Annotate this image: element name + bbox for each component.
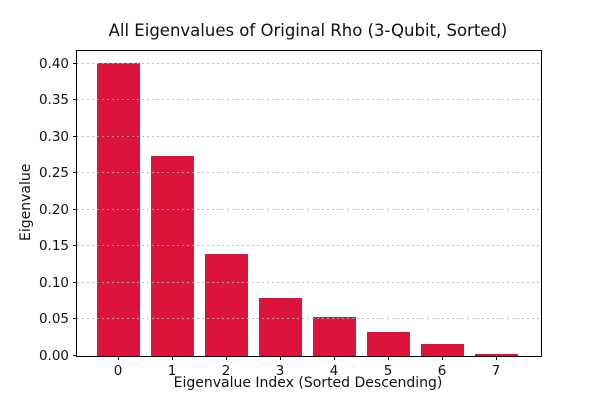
ticks-layer: 0 1 2 3 4 5 6 7 0.00 0.05 0.10 0.15 0.20 0.25 0.30 0.35…: [39, 51, 541, 379]
bar: [204, 254, 248, 356]
y-tick-label: 0.40: [38, 55, 69, 72]
x-tick-label: 5: [383, 363, 393, 379]
x-tick-mark: [280, 356, 282, 360]
x-tick-label: 2: [221, 363, 231, 379]
bar: [312, 316, 356, 356]
y-tick-mark: [73, 208, 77, 210]
bar: [258, 298, 302, 356]
y-tick-mark: [73, 318, 77, 320]
x-tick-mark: [334, 356, 336, 360]
x-tick-mark: [388, 356, 390, 360]
x-tick-mark: [226, 356, 228, 360]
y-tick-label: 0.25: [38, 165, 69, 182]
x-tick-mark: [118, 356, 120, 360]
y-tick-mark: [73, 245, 77, 247]
x-tick-label: 7: [491, 363, 501, 379]
x-tick-label: 4: [329, 363, 339, 379]
x-axis-label: Eigenvalue Index (Sorted Descending): [173, 375, 443, 391]
y-tick-label: 0.05: [38, 311, 69, 328]
y-axis-label: Eigenvalue: [18, 163, 34, 242]
y-tick-mark: [73, 99, 77, 101]
y-tick-label: 0.35: [38, 92, 69, 109]
y-tick-mark: [73, 281, 77, 283]
y-tick-mark: [73, 172, 77, 174]
y-tick-mark: [73, 62, 77, 64]
bar: [474, 353, 518, 356]
x-tick-mark: [496, 356, 498, 360]
x-tick-mark: [172, 356, 174, 360]
x-tick-label: 0: [113, 363, 123, 379]
x-tick-mark: [442, 356, 444, 360]
bar: [420, 343, 464, 356]
x-tick-label: 3: [275, 363, 285, 379]
y-tick-mark: [73, 354, 77, 356]
x-tick-label: 1: [167, 363, 177, 379]
plot-area: 0 1 2 3 4 5 6 7 0.00 0.05 0.10 0.15 0.20 0.25 0.30 0.35…: [39, 50, 542, 379]
y-tick-label: 0.30: [38, 128, 69, 145]
y-tick-label: 0.15: [38, 238, 69, 255]
bar: [366, 331, 410, 356]
bars-layer: [77, 51, 541, 356]
y-tick-label: 0.10: [38, 274, 69, 291]
y-tick-label: 0.20: [38, 201, 69, 218]
chart-title: All Eigenvalues of Original Rho (3-Qubit…: [108, 21, 508, 40]
x-tick-label: 6: [437, 363, 447, 379]
y-tick-label: 0.00: [38, 348, 69, 364]
y-tick-mark: [73, 135, 77, 137]
bar: [150, 155, 194, 356]
